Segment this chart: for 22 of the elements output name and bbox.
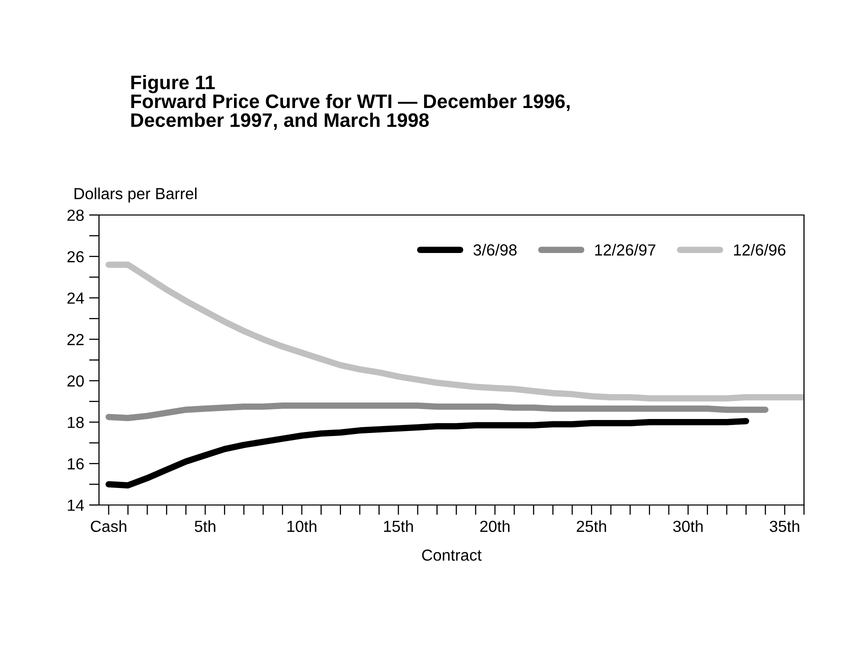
legend-label: 12/26/97	[595, 244, 656, 256]
y-tick-label: 26	[67, 251, 84, 262]
chart-title: Figure 11 Forward Price Curve for WTI — December 1996, December 1997, and March 1998	[131, 75, 570, 130]
y-tick-label: 20	[67, 375, 84, 387]
y-tick-label: 28	[67, 210, 84, 221]
y-tick-label: 24	[67, 292, 84, 304]
y-tick-label: 22	[67, 334, 84, 346]
x-tick-label: 30th	[673, 520, 703, 532]
y-tick-label: 14	[68, 500, 84, 511]
x-tick-label: 25th	[576, 520, 606, 532]
x-axis-title: Contract	[422, 549, 482, 561]
x-tick-label: 10th	[287, 520, 316, 532]
x-tick-label: 15th	[384, 520, 413, 532]
y-tick-label: 18	[68, 416, 84, 428]
y-axis-title: Dollars per Barrel	[74, 188, 196, 202]
x-tick-label: 35th	[770, 520, 800, 532]
x-tick-label: 20th	[480, 520, 510, 532]
legend-label: 3/6/98	[474, 244, 517, 256]
y-tick-label: 16	[68, 458, 84, 470]
legend-label: 12/6/96	[734, 244, 786, 256]
x-tick-label: Cash	[90, 520, 126, 532]
x-tick-label: 5th	[194, 520, 216, 532]
